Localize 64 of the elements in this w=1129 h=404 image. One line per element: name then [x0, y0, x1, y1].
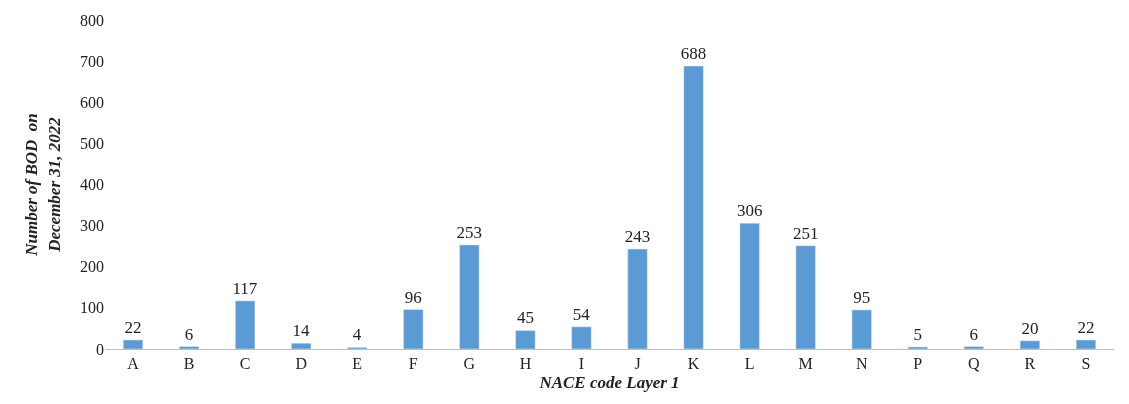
- x-tick-label: J: [634, 355, 641, 373]
- x-tick-label: Q: [968, 355, 981, 373]
- data-label: 253: [456, 222, 483, 242]
- data-label: 688: [680, 44, 707, 64]
- y-tick-label: 100: [80, 299, 104, 317]
- data-label: 54: [572, 304, 591, 324]
- bar: [683, 65, 704, 349]
- x-tick-label: L: [744, 355, 755, 373]
- x-tick-label: F: [408, 355, 418, 373]
- x-tick-label: P: [913, 355, 923, 373]
- bar: [963, 346, 984, 349]
- y-tick-label: 500: [80, 134, 104, 152]
- bar: [627, 248, 648, 349]
- data-label: 20: [1021, 318, 1039, 338]
- y-tick-label: 200: [80, 258, 104, 276]
- x-axis-title: NACE code Layer 1: [538, 372, 680, 392]
- data-label: 22: [1077, 317, 1095, 337]
- x-tick-label: G: [463, 355, 476, 373]
- x-tick-label: N: [855, 355, 868, 373]
- data-label: 96: [404, 287, 422, 307]
- data-label: 95: [853, 287, 871, 307]
- x-tick-label: E: [352, 355, 363, 373]
- bar: [851, 309, 872, 349]
- bar: [795, 245, 816, 349]
- data-label: 6: [969, 324, 979, 344]
- data-label: 4: [352, 325, 362, 345]
- data-label: 6: [184, 324, 194, 344]
- data-label: 243: [624, 227, 651, 247]
- bar: [459, 244, 480, 349]
- bar: [179, 346, 200, 349]
- y-tick-label: 400: [80, 176, 104, 194]
- data-label: 14: [292, 321, 310, 341]
- bar: [122, 339, 144, 349]
- y-tick-label: 600: [80, 93, 104, 111]
- data-label: 251: [792, 223, 819, 243]
- x-tick-label: B: [183, 355, 195, 373]
- data-label: 5: [913, 324, 923, 344]
- bar: [1019, 340, 1040, 349]
- data-label: 22: [124, 317, 142, 337]
- x-tick-label: D: [295, 355, 307, 373]
- data-label: 45: [516, 308, 534, 328]
- x-tick-label: K: [687, 355, 700, 373]
- x-tick-label: A: [127, 355, 140, 373]
- data-label: 117: [232, 278, 258, 298]
- y-tick-label: 0: [96, 340, 104, 358]
- x-tick-label: I: [578, 355, 585, 373]
- y-axis-title: Number of BOD on December 31, 2022: [22, 113, 64, 257]
- x-tick-label: M: [798, 355, 813, 373]
- y-tick-label: 300: [80, 217, 104, 235]
- y-tick-label: 700: [80, 52, 104, 70]
- bar: [235, 300, 256, 349]
- y-tick-label: 800: [80, 11, 104, 29]
- bar: [515, 330, 536, 349]
- bar: [1075, 339, 1097, 349]
- bar: [571, 326, 592, 349]
- bar: [403, 309, 424, 349]
- bar: [291, 342, 312, 349]
- x-tick-label: H: [519, 355, 532, 373]
- x-tick-label: R: [1024, 355, 1036, 373]
- data-label: 306: [736, 201, 763, 221]
- bar: [907, 346, 928, 349]
- x-tick-label: S: [1081, 355, 1091, 373]
- x-tick-label: C: [239, 355, 251, 373]
- bar: [739, 222, 760, 349]
